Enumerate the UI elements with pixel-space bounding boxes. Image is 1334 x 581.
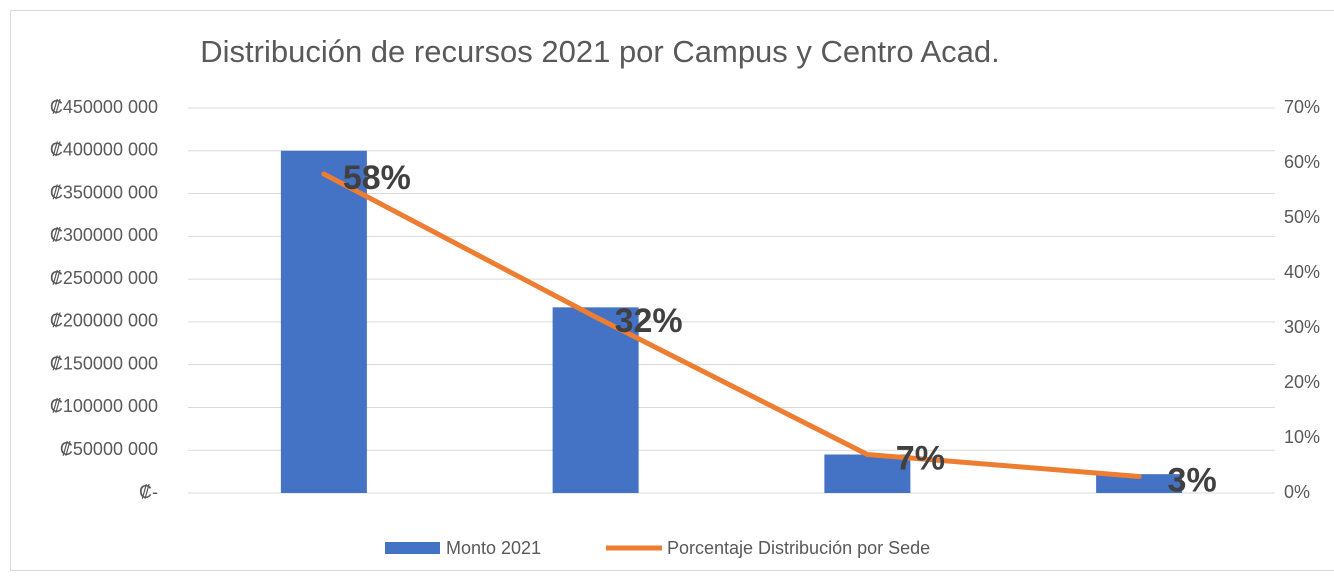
y2-tick-label: 30%: [1284, 317, 1320, 337]
legend-label: Monto 2021: [446, 538, 541, 558]
y-tick-label: ₡400000 000: [50, 140, 158, 160]
data-label: 3%: [1168, 461, 1217, 499]
legend-swatch: [385, 542, 440, 554]
legend-label: Porcentaje Distribución por Sede: [667, 538, 930, 558]
data-label: 32%: [615, 302, 683, 340]
y-tick-label: ₡450000 000: [50, 97, 158, 117]
y-tick-label: ₡150000 000: [50, 353, 158, 373]
bar: [280, 150, 367, 493]
y2-tick-label: 10%: [1284, 427, 1320, 447]
y-tick-label: ₡50000 000: [60, 439, 158, 459]
y2-tick-label: 40%: [1284, 262, 1320, 282]
line: [321, 171, 1142, 479]
y-tick-label: ₡350000 000: [50, 182, 158, 202]
bar: [552, 307, 639, 493]
bar: [824, 454, 911, 493]
y2-tick-label: 20%: [1284, 372, 1320, 392]
y-tick-label: ₡300000 000: [50, 225, 158, 245]
y-tick-label: ₡100000 000: [50, 396, 158, 416]
data-label: 7%: [896, 439, 945, 477]
y2-tick-label: 70%: [1284, 97, 1320, 117]
y-tick-label: ₡250000 000: [50, 268, 158, 288]
y2-tick-label: 50%: [1284, 207, 1320, 227]
y-tick-label: ₡-: [139, 482, 158, 502]
y-tick-label: ₡200000 000: [50, 311, 158, 331]
bar: [1096, 474, 1183, 493]
chart-title: Distribución de recursos 2021 por Campus…: [200, 34, 1000, 69]
y2-tick-label: 0%: [1284, 482, 1310, 502]
data-label: 58%: [343, 159, 411, 197]
y2-tick-label: 60%: [1284, 152, 1320, 172]
